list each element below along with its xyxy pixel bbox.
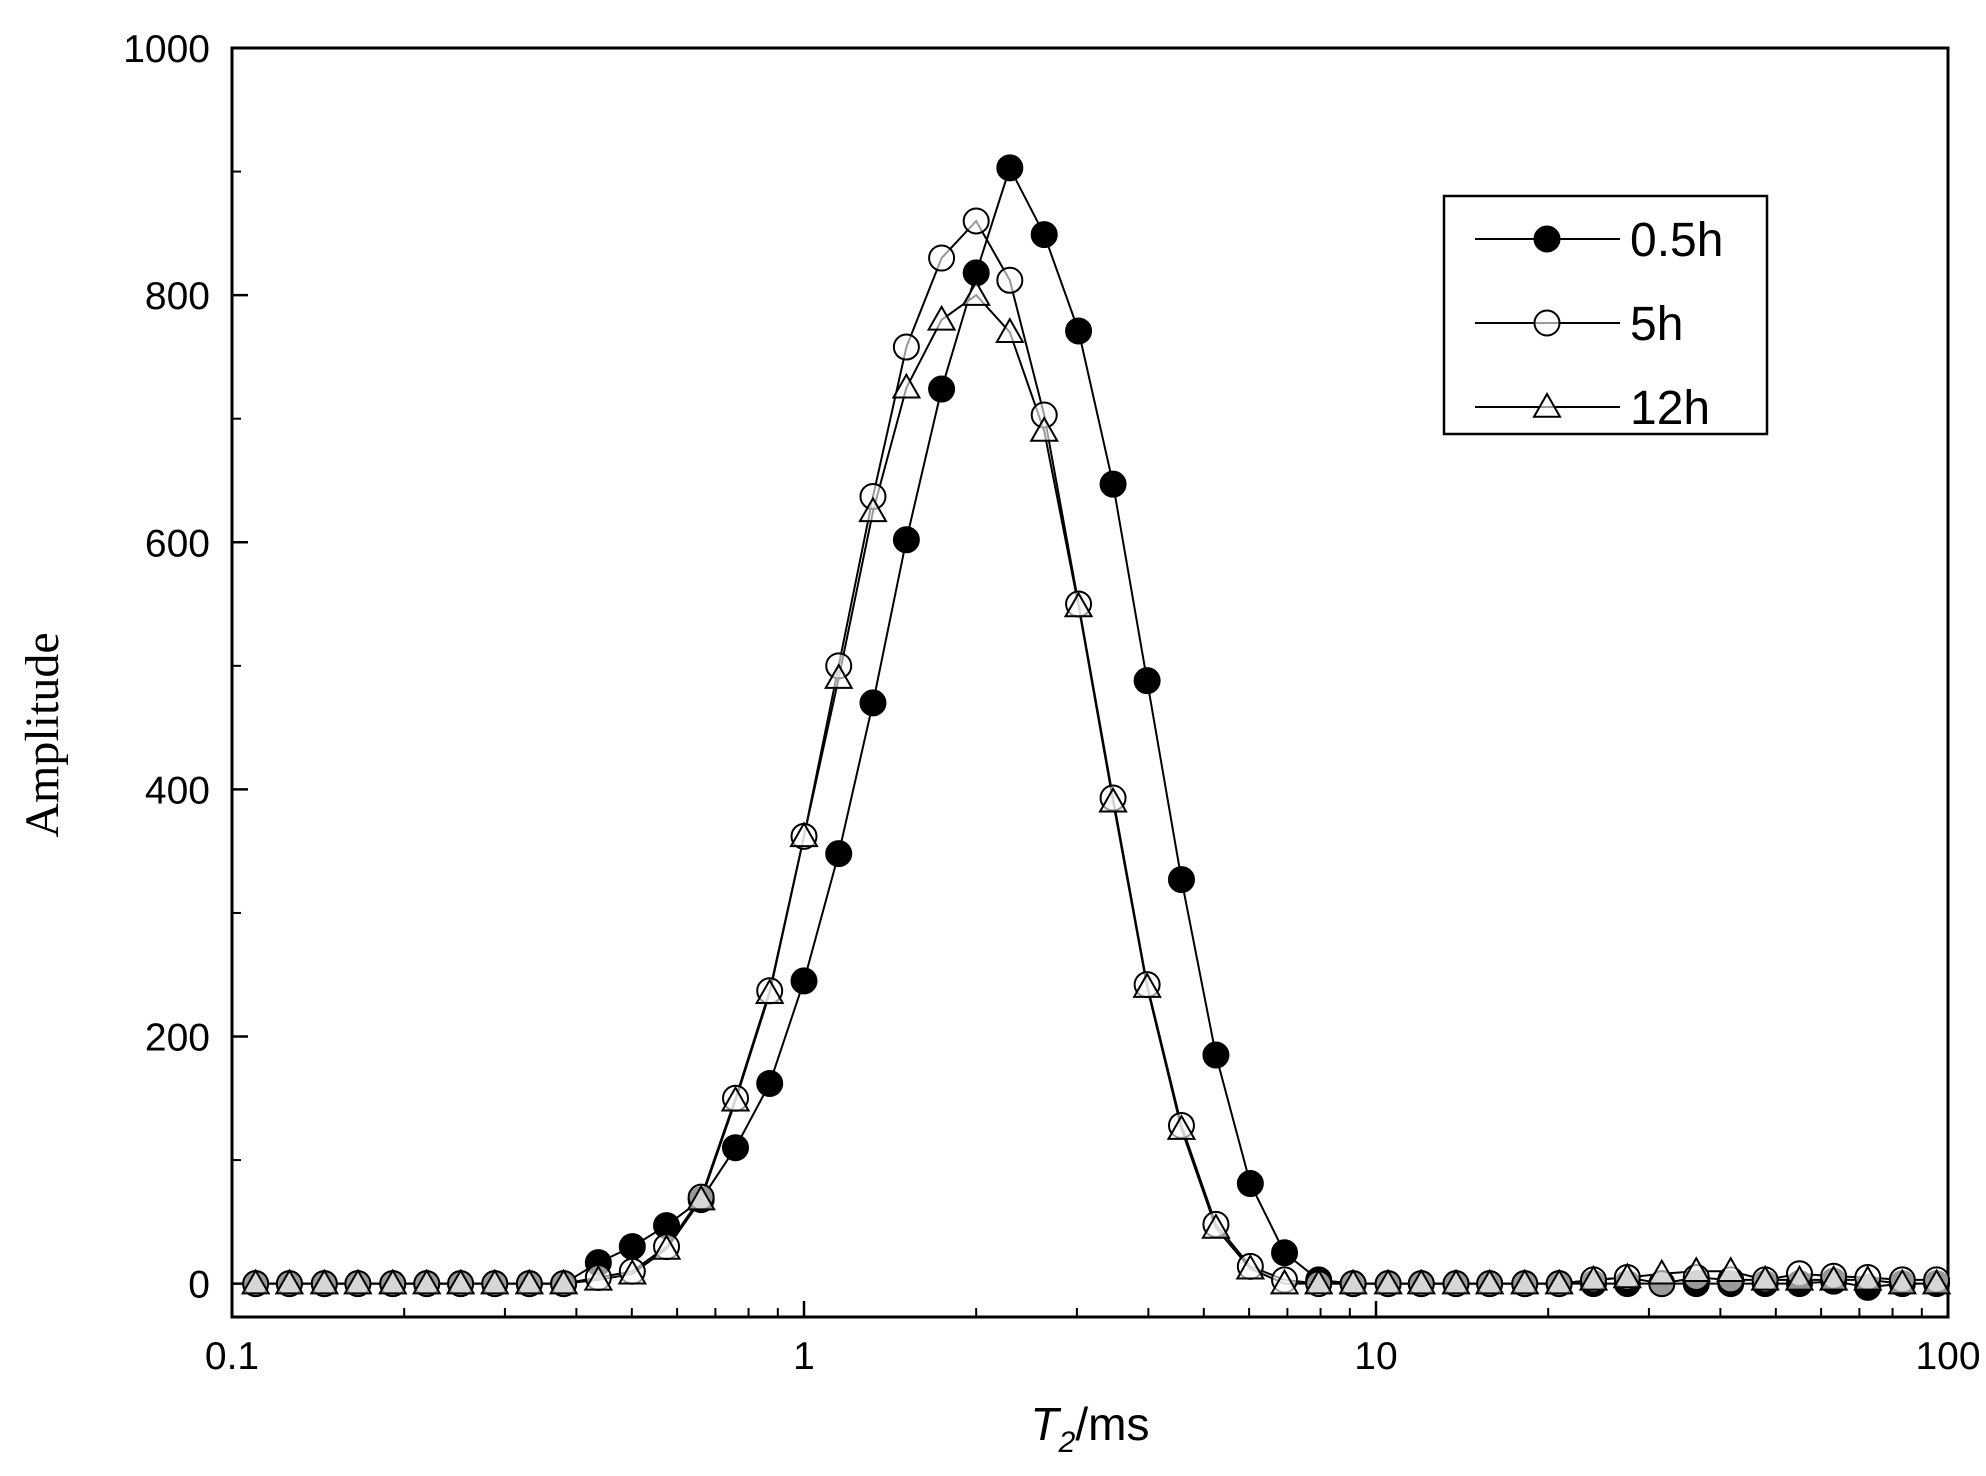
marker — [825, 840, 853, 868]
legend-label: 12h — [1630, 382, 1710, 435]
marker — [1406, 1268, 1437, 1295]
marker — [996, 266, 1024, 294]
marker — [789, 821, 819, 848]
marker — [928, 375, 956, 403]
legend-marker — [1533, 309, 1561, 337]
x-axis-label-symbol: T — [1031, 1398, 1062, 1450]
x-tick-label: 1 — [793, 1335, 815, 1378]
legend-label: 0.5h — [1630, 214, 1723, 267]
x-tick-label: 100 — [1915, 1335, 1980, 1378]
legend-marker — [1532, 391, 1562, 418]
marker — [1338, 1268, 1368, 1295]
marker — [996, 154, 1024, 182]
marker — [1921, 1268, 1952, 1295]
marker — [1853, 1264, 1883, 1291]
marker — [720, 1085, 751, 1112]
marker — [928, 244, 956, 272]
marker — [1544, 1268, 1574, 1295]
marker — [1373, 1268, 1403, 1295]
marker — [1202, 1041, 1230, 1069]
y-tick-label: 0 — [188, 1264, 210, 1307]
marker — [962, 207, 990, 235]
y-tick-label: 600 — [145, 522, 210, 565]
marker — [1030, 221, 1058, 249]
marker — [1750, 1264, 1780, 1291]
x-axis-label-subscript: 2 — [1058, 1426, 1076, 1459]
y-axis-label: Amplitude — [16, 632, 69, 837]
marker — [1029, 416, 1059, 442]
marker — [892, 526, 920, 554]
marker — [1167, 866, 1195, 894]
marker — [583, 1264, 614, 1291]
marker — [859, 689, 887, 717]
marker — [240, 1268, 271, 1295]
marker — [1578, 1264, 1609, 1291]
marker — [445, 1268, 476, 1295]
marker — [1303, 1268, 1334, 1295]
marker — [926, 304, 957, 331]
marker — [274, 1268, 305, 1295]
marker — [1887, 1268, 1918, 1295]
marker — [1065, 317, 1093, 345]
marker — [1647, 1258, 1677, 1285]
marker — [343, 1268, 373, 1295]
plot-frame — [230, 46, 1950, 1319]
marker — [858, 496, 888, 523]
x-tick-label: 0.1 — [205, 1335, 259, 1378]
x-axis-label-unit: /ms — [1075, 1398, 1149, 1450]
marker — [1133, 667, 1161, 695]
marker — [1474, 1268, 1505, 1295]
marker — [1098, 786, 1128, 813]
y-tick-label: 800 — [145, 275, 210, 318]
marker — [378, 1268, 408, 1295]
marker — [756, 1069, 784, 1097]
marker — [309, 1268, 340, 1295]
series-line — [255, 293, 1937, 1285]
legend-label: 5h — [1630, 298, 1683, 351]
legend-box — [1442, 194, 1769, 436]
marker — [548, 1268, 579, 1295]
marker — [1166, 1114, 1197, 1140]
marker — [618, 1233, 646, 1261]
marker — [480, 1268, 510, 1295]
marker — [1201, 1213, 1231, 1239]
marker — [754, 978, 785, 1005]
marker — [1132, 972, 1162, 998]
marker — [514, 1268, 545, 1295]
marker — [790, 967, 818, 995]
marker — [412, 1268, 442, 1295]
marker — [1441, 1268, 1471, 1295]
marker — [1784, 1264, 1815, 1291]
marker — [1681, 1256, 1711, 1283]
marker — [961, 280, 991, 306]
marker — [892, 333, 920, 361]
x-axis-label: T2/ms — [1031, 1398, 1150, 1459]
marker — [1063, 591, 1094, 618]
marker — [721, 1134, 749, 1162]
marker — [1510, 1268, 1540, 1295]
marker — [1271, 1239, 1299, 1267]
marker — [1715, 1256, 1746, 1283]
y-tick-label: 200 — [145, 1017, 210, 1060]
y-tick-label: 400 — [145, 769, 210, 812]
marker — [1269, 1268, 1300, 1295]
marker — [1612, 1262, 1643, 1289]
y-tick-label: 1000 — [123, 28, 210, 71]
x-tick-label: 10 — [1354, 1335, 1397, 1378]
marker — [995, 317, 1025, 343]
marker — [1236, 1170, 1264, 1198]
legend-marker — [1533, 225, 1561, 253]
marker — [823, 663, 854, 689]
marker — [651, 1234, 682, 1260]
marker — [1099, 470, 1127, 498]
marker — [891, 372, 922, 399]
marker — [686, 1184, 716, 1211]
marker — [1235, 1253, 1266, 1280]
marker — [617, 1258, 648, 1285]
marker — [1818, 1264, 1849, 1291]
